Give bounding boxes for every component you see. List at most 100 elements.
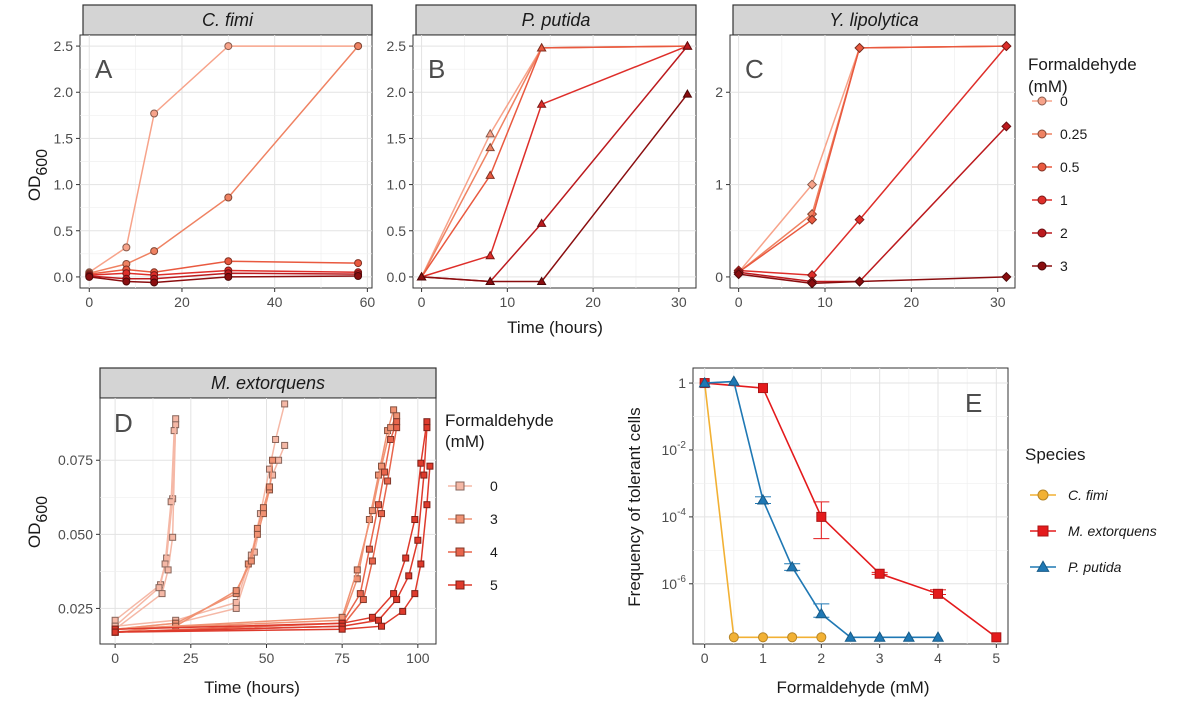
data-point [224,193,233,202]
x-tick-label: 20 [904,294,920,310]
y-axis-title-sub: 600 [34,496,51,523]
data-point [378,622,386,630]
legend-top-title: Formaldehyde [1028,55,1137,74]
y-axis-title-main: Frequency of tolerant cells [625,407,644,606]
y-tick-label: 1.5 [387,130,407,146]
data-point [426,462,434,470]
x-tick-label: 5 [992,650,1000,666]
data-point [232,587,240,595]
x-tick-label: 50 [259,650,275,666]
data-point [902,631,915,642]
data-point [111,616,119,624]
data-point [359,596,367,604]
strip-title-D: M. extorquens [211,373,325,393]
data-point [224,272,233,281]
data-point [224,42,233,51]
data-point [854,276,865,287]
data-point [275,456,283,464]
plot-area-D [99,397,437,645]
y-axis-title-sub: 600 [34,149,51,176]
series-line [115,466,431,633]
y-tick-base: 10 [662,442,678,458]
y-axis-title-A: OD600 [25,149,51,201]
legend-key-marker [455,580,465,590]
data-point [354,271,363,280]
legend-key-marker [1037,525,1049,537]
data-D [111,400,434,636]
y-axis-title-E: Frequency of tolerant cells [625,407,644,606]
x-tick-label: 10 [500,294,516,310]
legend-key-marker [455,547,465,557]
data-point [756,493,770,505]
data-point [806,179,818,190]
data-point [991,632,1002,643]
data-point [416,271,427,281]
y-tick-base: 2.5 [54,38,74,54]
y-tick-label: 10-4 [662,507,687,525]
y-tick-label: 0.5 [387,223,407,239]
data-point [758,383,768,394]
y-tick-label: 2.0 [54,84,74,100]
data-point [150,278,159,287]
x-tick-label: 20 [585,294,601,310]
data-point [338,625,346,633]
x-tick-label: 2 [817,650,825,666]
data-point [155,584,163,592]
panel-A: C. fimi 0 20 40 60 0.0 0.5 1.0 1.5 2.0 2.5 A OD600 [25,4,375,310]
data-point [170,427,178,435]
data-point [485,276,496,286]
data-point [266,483,274,491]
data-point [682,41,693,50]
legend-e-title: Species [1025,445,1085,464]
legend-d-title: Formaldehyde [445,411,554,430]
data-point [1001,121,1012,132]
y-axis-title-D: OD600 [25,496,51,548]
legend-label: 0 [1060,93,1068,109]
legend-label: 4 [490,544,498,560]
y-tick-label: 1 [715,177,723,193]
series-line [421,93,688,283]
y-tick-base: 2 [715,84,723,100]
data-point [393,596,401,604]
data-point [933,588,943,599]
data-point [356,590,364,598]
y-tick-base: 0.0 [54,269,74,285]
x-axis-title-D: Time (hours) [204,678,300,697]
legend-label: 1 [1060,192,1068,208]
data-point [417,560,425,568]
series-line [738,273,1007,285]
data-point [844,631,857,642]
y-tick-exponent: -4 [677,507,686,518]
data-point [728,632,739,643]
y-axis-title-main: OD [25,523,44,549]
y-tick-base: 1.0 [387,177,407,193]
data-point [269,456,277,464]
data-point [874,568,885,579]
data-A [85,42,363,287]
data-point [393,418,401,426]
panel-B: P. putida 0 10 20 30 0.0 0.5 1.0 1.5 2.0 2.5 B Time … [387,4,697,337]
data-point [806,278,818,288]
data-point [111,628,119,636]
legend-key-marker [1037,195,1047,205]
data-point [122,277,131,286]
y-tick-exponent: -2 [677,440,686,451]
data-point [536,42,547,52]
legend-top: Formaldehyde (mM)0 0.25 0.5 1 2 3 [1028,55,1137,274]
legend-key-marker [1037,129,1047,139]
data-point [164,566,172,574]
legend-d-title-2: (mM) [445,432,485,451]
x-tick-label: 0 [735,294,743,310]
y-tick-label: 0.050 [58,526,93,542]
data-point [1001,40,1012,52]
y-tick-label: 1.0 [387,177,407,193]
data-point [272,435,280,443]
data-point [354,259,363,268]
legend-key-marker [1037,261,1047,271]
data-point [232,604,240,612]
legend-label: 0.5 [1060,159,1080,175]
data-point [269,471,277,479]
legend-label: 2 [1060,225,1068,241]
legend-label: P. putida [1068,559,1122,575]
data-point [873,631,886,642]
